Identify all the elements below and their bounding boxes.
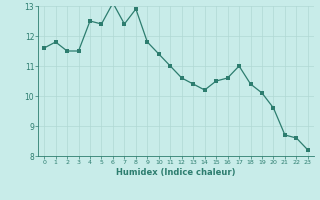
X-axis label: Humidex (Indice chaleur): Humidex (Indice chaleur): [116, 168, 236, 177]
